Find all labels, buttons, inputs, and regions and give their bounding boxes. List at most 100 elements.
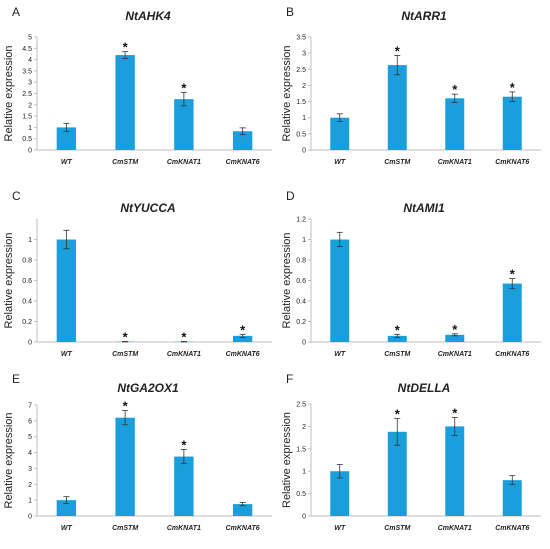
y-tick-label: 0.4 (22, 299, 32, 306)
x-tick-label: CmSTM (384, 159, 410, 166)
y-axis-label: Relative expression (281, 46, 293, 142)
x-tick-label: CmSTM (112, 159, 138, 166)
y-tick-label: 0.2 (22, 319, 32, 326)
y-tick-label: 3 (28, 80, 32, 87)
x-tick-label: WT (334, 351, 346, 358)
y-tick-label: 1 (28, 125, 32, 132)
x-tick-label: CmKNAT1 (167, 351, 201, 358)
x-tick-label: CmKNAT6 (495, 159, 529, 166)
x-tick-label: CmSTM (112, 351, 138, 358)
x-tick-label: CmSTM (384, 351, 410, 358)
y-tick-label: 2.5 (22, 91, 32, 98)
bar (503, 97, 522, 150)
bar (445, 426, 464, 516)
y-tick-label: 0 (302, 514, 306, 521)
x-tick-label: WT (334, 159, 346, 166)
chart-title: NtYUCCA (120, 201, 175, 215)
bar (503, 284, 522, 342)
y-tick-label: 1.5 (296, 446, 306, 453)
bar (115, 418, 134, 516)
chart-title: NtAMI1 (403, 201, 445, 215)
y-tick-label: 0 (28, 148, 32, 155)
y-tick-label: 1 (28, 237, 32, 244)
y-tick-label: 6 (28, 418, 32, 425)
bar (115, 55, 134, 150)
significance-asterisk: * (452, 322, 458, 337)
x-tick-label: WT (61, 351, 73, 358)
y-tick-label: 0.8 (22, 258, 32, 265)
panel-letter: D (286, 189, 295, 203)
chart-title: NtAHK4 (125, 9, 171, 23)
y-tick-label: 5 (28, 35, 32, 42)
y-tick-label: 7 (28, 403, 32, 410)
bar (388, 65, 407, 150)
x-tick-label: CmKNAT6 (226, 159, 260, 166)
x-tick-label: WT (334, 525, 346, 532)
y-tick-label: 2 (28, 482, 32, 489)
significance-asterisk: * (123, 399, 129, 414)
y-tick-label: 1 (28, 498, 32, 505)
y-tick-label: 1 (302, 115, 306, 122)
y-tick-label: 0.4 (296, 299, 306, 306)
x-tick-label: CmKNAT6 (495, 525, 529, 532)
x-tick-label: CmKNAT1 (438, 159, 472, 166)
x-tick-label: WT (61, 159, 73, 166)
y-tick-label: 2.5 (296, 67, 306, 74)
y-tick-label: 0 (28, 514, 32, 521)
bar (330, 240, 349, 343)
y-tick-label: 2.5 (296, 402, 306, 409)
significance-asterisk: * (123, 40, 129, 55)
y-tick-label: 0 (302, 148, 306, 155)
y-tick-label: 5 (28, 434, 32, 441)
y-tick-label: 1 (302, 469, 306, 476)
y-tick-label: 2 (28, 102, 32, 109)
x-tick-label: CmKNAT6 (226, 525, 260, 532)
significance-asterisk: * (181, 80, 187, 95)
x-tick-label: CmKNAT1 (438, 525, 472, 532)
chart-title: NtDELLA (398, 381, 451, 395)
y-tick-label: 3 (28, 466, 32, 473)
y-axis-label: Relative expression (3, 46, 15, 142)
y-tick-label: 1.2 (296, 217, 306, 224)
bar (330, 118, 349, 150)
x-tick-label: CmKNAT1 (167, 525, 201, 532)
y-tick-label: 0.8 (296, 258, 306, 265)
y-tick-label: 1.5 (296, 99, 306, 106)
panel-letter: E (12, 372, 20, 386)
significance-asterisk: * (452, 405, 458, 420)
y-tick-label: 0 (302, 340, 306, 347)
bar (445, 98, 464, 150)
y-tick-label: 0.5 (22, 136, 32, 143)
chart-title: NtGA2OX1 (117, 381, 179, 395)
y-tick-label: 3.5 (296, 35, 306, 42)
significance-asterisk: * (240, 322, 246, 337)
y-tick-label: 4 (28, 57, 32, 64)
y-axis-label: Relative expression (281, 412, 293, 508)
y-tick-label: 0.5 (296, 491, 306, 498)
bar (174, 457, 193, 516)
y-axis-label: Relative expression (3, 233, 15, 329)
x-tick-label: CmKNAT6 (226, 351, 260, 358)
y-axis-label: Relative expression (281, 233, 293, 329)
x-tick-label: CmKNAT1 (167, 159, 201, 166)
y-tick-label: 0.6 (296, 278, 306, 285)
chart-title: NtARR1 (401, 9, 447, 23)
panel-letter: C (12, 189, 21, 203)
y-tick-label: 4.5 (22, 46, 32, 53)
significance-asterisk: * (395, 43, 401, 58)
panel-letter: A (12, 5, 20, 19)
y-axis-label: Relative expression (3, 413, 15, 509)
x-tick-label: CmSTM (112, 525, 138, 532)
x-tick-label: CmKNAT1 (438, 351, 472, 358)
y-tick-label: 0.5 (296, 131, 306, 138)
y-tick-label: 1 (302, 237, 306, 244)
significance-asterisk: * (452, 82, 458, 97)
x-tick-label: CmSTM (384, 525, 410, 532)
y-tick-label: 2 (302, 83, 306, 90)
significance-asterisk: * (510, 266, 516, 281)
significance-asterisk: * (510, 80, 516, 95)
bar (174, 99, 193, 150)
y-tick-label: 2 (302, 424, 306, 431)
